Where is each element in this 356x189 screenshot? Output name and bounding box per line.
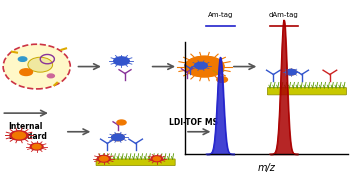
Ellipse shape — [3, 44, 70, 89]
Circle shape — [19, 57, 27, 61]
Circle shape — [47, 74, 54, 78]
Circle shape — [111, 134, 124, 141]
Text: Internal
standard: Internal standard — [9, 122, 47, 141]
Circle shape — [32, 144, 41, 149]
Circle shape — [13, 132, 25, 139]
FancyBboxPatch shape — [96, 159, 175, 166]
Circle shape — [30, 143, 43, 150]
Text: LDI-TOF MS: LDI-TOF MS — [169, 118, 218, 127]
Circle shape — [114, 57, 129, 65]
FancyBboxPatch shape — [267, 88, 346, 95]
Ellipse shape — [28, 57, 53, 72]
Circle shape — [286, 69, 296, 75]
Circle shape — [117, 120, 126, 125]
Circle shape — [185, 56, 224, 77]
Circle shape — [20, 69, 32, 75]
Circle shape — [10, 131, 28, 140]
Circle shape — [286, 69, 296, 75]
Circle shape — [111, 134, 124, 141]
Circle shape — [100, 156, 108, 161]
Text: m/z: m/z — [257, 163, 275, 173]
Circle shape — [153, 157, 160, 161]
Text: Am-tag: Am-tag — [208, 12, 233, 18]
Circle shape — [217, 77, 227, 82]
Circle shape — [185, 56, 224, 77]
Circle shape — [151, 156, 162, 162]
Circle shape — [195, 62, 207, 69]
Circle shape — [98, 155, 110, 162]
Text: dAm-tag: dAm-tag — [269, 12, 299, 18]
